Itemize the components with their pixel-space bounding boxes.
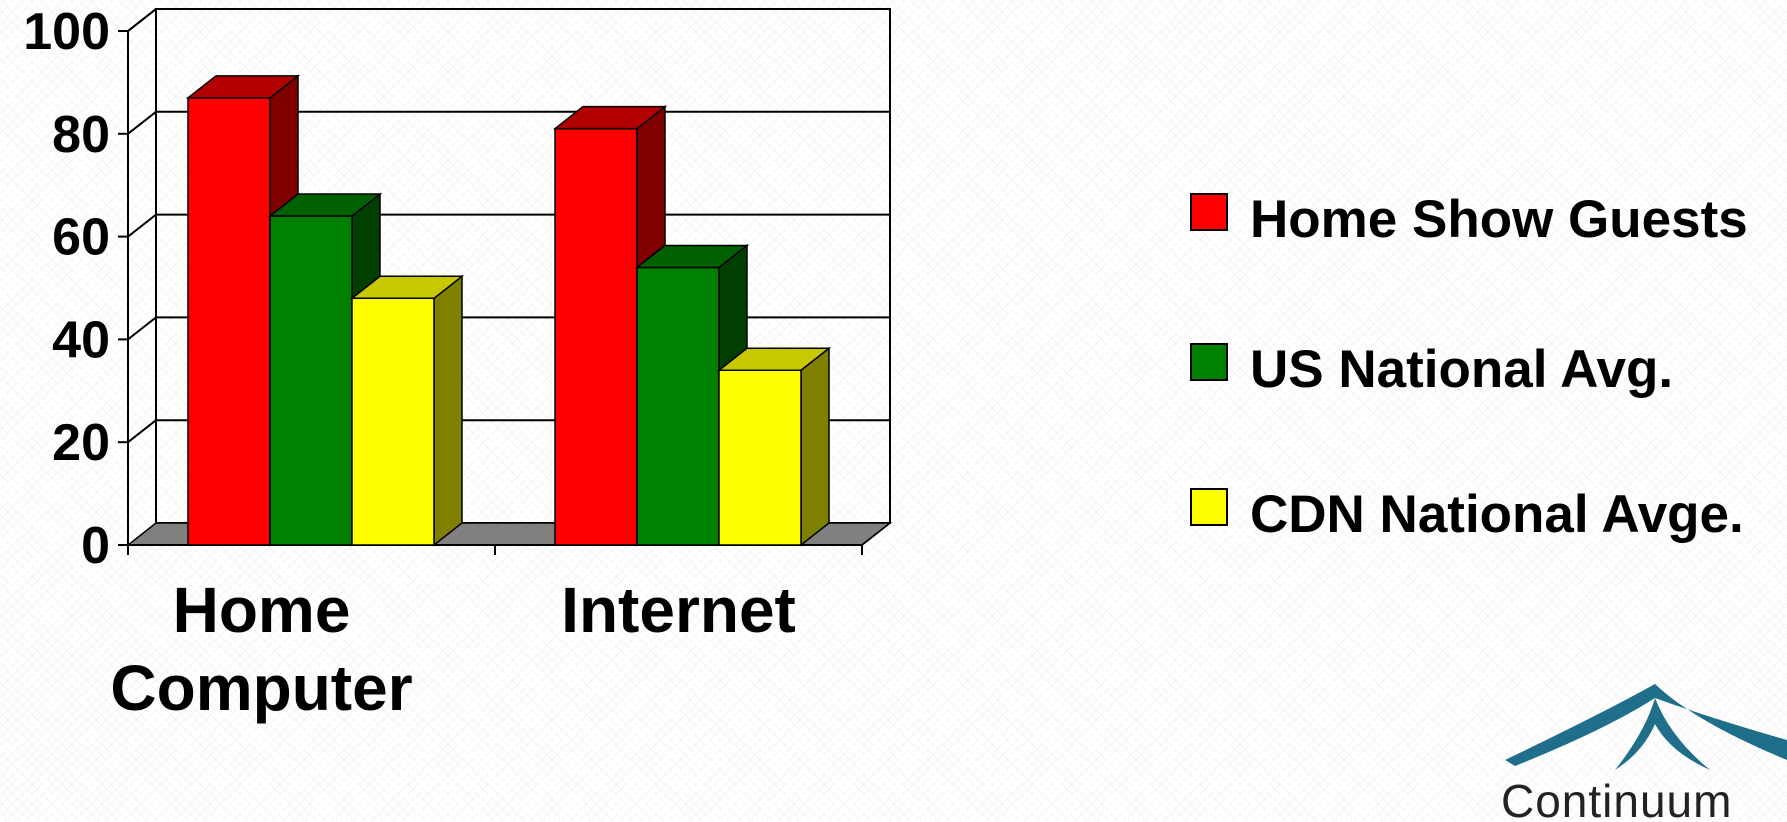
bar-cdn-national-avge-internet-top	[716, 347, 832, 371]
continuum-logo: Continuum	[1495, 672, 1787, 822]
x-axis-depth-edge	[861, 522, 891, 546]
y-tick-label: 80	[52, 106, 110, 164]
legend-label-home-show-guests: Home Show Guests	[1250, 190, 1748, 249]
x-category-label: Internet	[561, 574, 796, 646]
bar-cdn-national-avge-home-computer-side	[433, 274, 463, 547]
bar-cdn-national-avge-home-computer-top	[349, 275, 465, 300]
bar-chart: 0 20 40 60 80 100 Home Computer Internet	[23, 3, 893, 724]
bar-home-show-guests-internet	[554, 127, 638, 546]
gridline-depth	[127, 111, 157, 135]
legend-label-us-national-avg: US National Avg.	[1250, 340, 1674, 399]
bar-cdn-national-avge-internet	[718, 369, 802, 546]
y-tick-label: 60	[52, 209, 110, 267]
logo-text: Continuum	[1501, 775, 1733, 822]
y-tick-label: 20	[52, 414, 110, 472]
bar-home-show-guests-home-computer	[187, 97, 271, 546]
chart-legend: Home Show Guests US National Avg. CDN Na…	[1190, 185, 1780, 550]
gridline-depth	[127, 213, 157, 238]
y-axis-top-edge	[127, 8, 157, 32]
bar-us-national-avg-internet-top	[634, 244, 750, 269]
bar-us-national-avg-home-computer-top	[267, 193, 383, 217]
x-category-label: Home Computer	[110, 574, 412, 724]
legend-item-home-show-guests: Home Show Guests	[1190, 185, 1780, 335]
gridline-depth	[127, 419, 157, 443]
legend-swatch-us-national-avg	[1190, 343, 1228, 381]
bar-us-national-avg-internet	[636, 266, 720, 546]
legend-item-cdn-national-avge: CDN National Avge.	[1190, 480, 1780, 550]
y-tick-label: 0	[81, 517, 110, 575]
bar-home-show-guests-internet-top	[552, 105, 668, 130]
y-tick-label: 40	[52, 311, 110, 369]
legend-label-cdn-national-avge: CDN National Avge.	[1250, 485, 1744, 544]
bar-cdn-national-avge-internet-side	[800, 346, 830, 547]
bar-us-national-avg-home-computer	[269, 215, 353, 546]
legend-swatch-home-show-guests	[1190, 193, 1228, 231]
bar-home-show-guests-home-computer-top	[185, 75, 301, 99]
bar-cdn-national-avge-home-computer	[351, 297, 435, 546]
legend-swatch-cdn-national-avge	[1190, 488, 1228, 526]
gridline-depth	[127, 316, 157, 341]
legend-item-us-national-avg: US National Avg.	[1190, 335, 1780, 480]
tent-logo-icon	[1505, 684, 1787, 770]
y-tick-label: 100	[23, 3, 110, 61]
